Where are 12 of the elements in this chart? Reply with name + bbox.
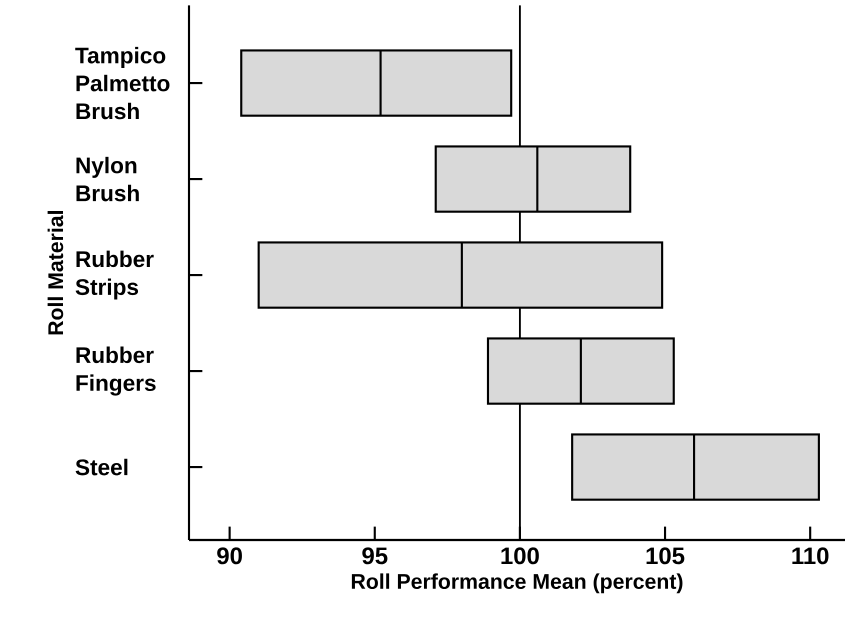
y-tick-label: Nylon Brush <box>76 156 139 202</box>
x-tick-label: 100 <box>501 547 539 564</box>
y-tick-label: Rubber Strips <box>76 250 154 300</box>
x-tick-label: 95 <box>362 547 388 564</box>
y-tick-label: Steel <box>76 458 128 476</box>
x-tick-label: 105 <box>646 547 684 564</box>
y-tick-label: Tampico Palmetto Brush <box>75 46 170 120</box>
x-axis-title: Roll Performance Mean (percent) <box>352 573 682 594</box>
y-tick-label: Rubber Fingers <box>76 346 156 396</box>
y-axis-title: Roll Material <box>48 211 64 334</box>
x-tick-label: 90 <box>217 547 242 564</box>
x-tick-label: 110 <box>792 547 828 564</box>
